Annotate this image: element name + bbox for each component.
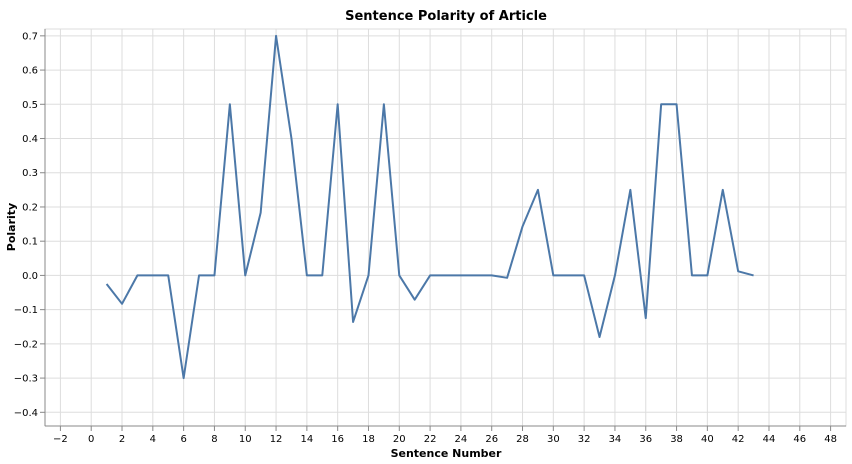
x-tick-label: 16 [331, 434, 344, 445]
x-tick-label: 46 [793, 434, 806, 445]
x-axis-title: Sentence Number [391, 447, 502, 460]
y-axis-title: Polarity [5, 203, 18, 251]
x-tick-label: 22 [424, 434, 437, 445]
x-tick-label: 44 [763, 434, 776, 445]
y-tick-label: −0.4 [14, 408, 38, 419]
y-tick-label: 0.4 [22, 134, 38, 145]
x-tick-label: 4 [150, 434, 156, 445]
x-tick-label: 38 [670, 434, 683, 445]
x-tick-label: 6 [180, 434, 186, 445]
x-tick-label: 20 [393, 434, 406, 445]
plot-frame [44, 28, 847, 427]
x-tick-label: 36 [639, 434, 652, 445]
y-tick-label: 0.6 [22, 66, 38, 77]
axis-layer: −2 0 2 4 6 8 10 12 14 16 18 20 22 24 26 28 30 32 34 36 38 40 4… [14, 29, 846, 445]
x-tick-label: 34 [609, 434, 622, 445]
x-tick-label: 8 [211, 434, 217, 445]
y-tick-label: −0.2 [14, 339, 38, 350]
x-tick-label: 14 [300, 434, 313, 445]
y-tick-label: 0.7 [22, 31, 38, 42]
chart-title: Sentence Polarity of Article [345, 9, 547, 24]
x-tick-label: 40 [701, 434, 714, 445]
x-tick-label: 2 [119, 434, 125, 445]
y-tick-label: 0.0 [22, 271, 38, 282]
x-tick-label: 30 [547, 434, 560, 445]
grid-layer [44, 28, 847, 427]
y-tick-label: 0.1 [22, 237, 38, 248]
x-tick-label: 18 [362, 434, 375, 445]
x-tick-label: 26 [485, 434, 498, 445]
x-tick-label: 10 [239, 434, 252, 445]
x-tick-label: 12 [270, 434, 283, 445]
y-tick-label: −0.3 [14, 374, 38, 385]
x-tick-label: 24 [455, 434, 468, 445]
y-tick-label: 0.2 [22, 202, 38, 213]
y-tick-label: 0.5 [22, 100, 38, 111]
x-tick-label: −2 [53, 434, 68, 445]
x-tick-label: 0 [88, 434, 94, 445]
y-tick-label: −0.1 [14, 305, 38, 316]
x-tick-label: 28 [516, 434, 529, 445]
series-line [105, 34, 754, 380]
x-tick-label: 42 [732, 434, 745, 445]
x-tick-label: 32 [578, 434, 591, 445]
y-tick-label: 0.3 [22, 168, 38, 179]
series-layer [105, 34, 754, 380]
x-tick-label: 48 [824, 434, 837, 445]
